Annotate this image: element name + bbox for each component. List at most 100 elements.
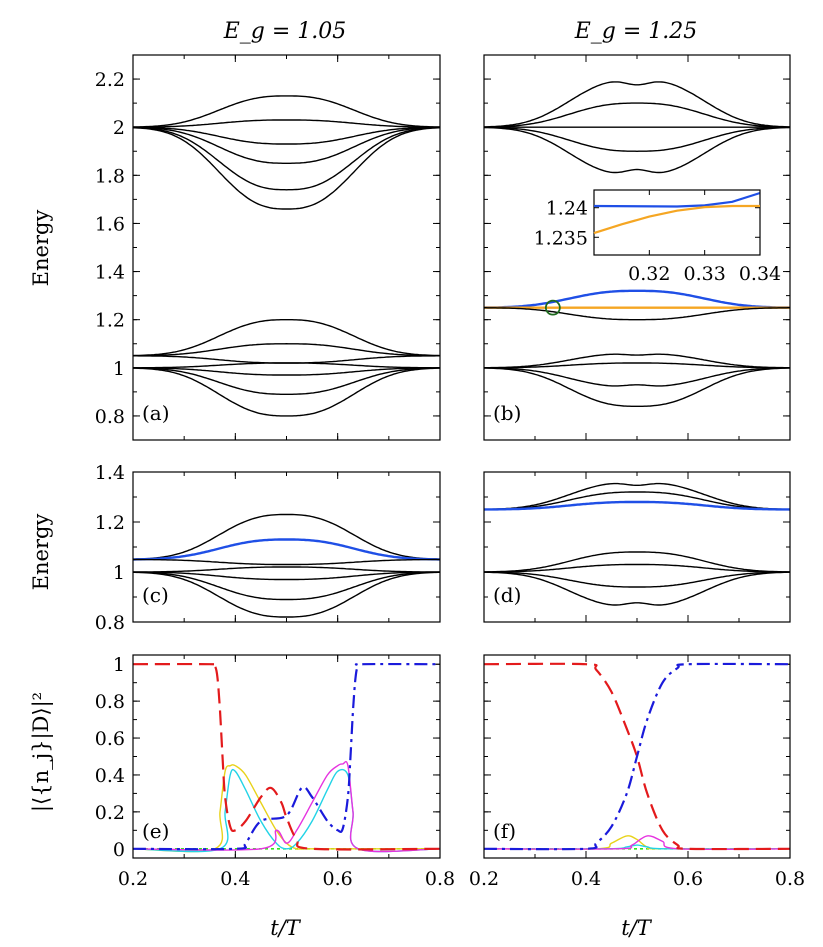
panel-a: 0.8 1 1.2 1.4 1.6 1.8 2 2.2 (a): [95, 54, 441, 441]
panel-label: (c): [142, 583, 169, 607]
series-navy: [133, 662, 440, 851]
panel-b: (b) 0.32 0.33 0.34 1.235 1.24: [483, 54, 791, 441]
ylabel-top: Energy: [29, 210, 53, 287]
energy-level-black: [133, 367, 440, 376]
series-group-d: [484, 482, 790, 606]
y-tick-label: 1: [113, 562, 125, 584]
x-tick-label: 0.6: [673, 868, 703, 890]
ylabel-middle: Energy: [29, 514, 53, 591]
ylabel-bottom: |⟨{n_j}|D⟩|²: [29, 692, 54, 812]
col-title-left: E_g = 1.05: [223, 19, 347, 44]
y-tick-label: 0.8: [95, 406, 125, 428]
energy-level-black: [484, 353, 790, 369]
y-tick-label: 2: [113, 117, 125, 139]
energy-level-black: [484, 551, 790, 573]
panel-label: (d): [493, 583, 521, 607]
panel-label: (f): [493, 819, 516, 843]
series-red: [133, 662, 440, 851]
series-group-e: [133, 662, 440, 853]
y-tick-label: 0.8: [95, 612, 125, 634]
panel-label: (e): [142, 819, 169, 843]
y-tick-label: 1: [113, 654, 125, 676]
energy-level-black: [484, 367, 790, 387]
panel-label: (a): [142, 401, 170, 425]
energy-level-blue: [484, 500, 790, 511]
y-tick-label: 0.6: [95, 728, 125, 750]
energy-level-black: [484, 482, 790, 510]
y-tick-label: 0.8: [95, 691, 125, 713]
series-group-a: [133, 95, 440, 417]
energy-level-black: [484, 102, 790, 128]
inset-series-orange: [593, 204, 760, 235]
series-group-c: [133, 513, 440, 618]
inset-frame: [593, 189, 761, 256]
panel-frame: [483, 54, 791, 441]
inset-y-tick-label: 1.235: [534, 227, 588, 249]
series-yellow: [133, 764, 440, 853]
series-magenta: [484, 835, 790, 851]
energy-level-black: [133, 355, 440, 364]
energy-level-black: [484, 571, 790, 588]
series-navy: [484, 662, 790, 851]
x-tick-label: 0.2: [469, 868, 499, 890]
y-tick-label: 1: [113, 358, 125, 380]
energy-level-black: [484, 81, 790, 128]
energy-level-black: [133, 126, 440, 191]
panel-c: 0.8 1 1.2 1.4 (c): [95, 462, 441, 634]
y-tick-label: 1.4: [95, 462, 125, 484]
panel-e: 0 0.2 0.4 0.6 0.8 1 0.2 0.4 0.6 0.8 (e): [95, 654, 455, 890]
x-tick-label: 0.2: [118, 868, 148, 890]
y-tick-label: 1.4: [95, 262, 125, 284]
energy-level-black: [133, 319, 440, 357]
panel-f: 0.2 0.4 0.6 0.8 (f): [469, 654, 805, 890]
col-title-right: E_g = 1.25: [574, 19, 698, 44]
energy-level-black: [133, 126, 440, 164]
x-tick-label: 0.8: [425, 868, 455, 890]
series-red: [484, 662, 790, 851]
inset-series-blue: [593, 191, 761, 208]
y-tick-label: 2.2: [95, 69, 125, 91]
energy-level-black: [484, 126, 790, 153]
y-tick-label: 0: [113, 839, 125, 861]
panel-frame: [132, 54, 441, 441]
panel-frame: [132, 471, 441, 623]
series-cyan: [133, 768, 440, 853]
energy-level-black: [484, 367, 790, 407]
energy-level-black: [484, 491, 790, 511]
energy-level-blue: [484, 289, 790, 309]
x-tick-label: 0.4: [220, 868, 250, 890]
y-tick-label: 1.2: [95, 512, 125, 534]
y-tick-label: 1.8: [95, 165, 125, 187]
energy-level-black: [484, 571, 790, 606]
xlabel-right: t/T: [621, 916, 653, 940]
energy-level-black: [133, 558, 440, 566]
energy-level-black: [133, 367, 440, 417]
energy-level-blue: [133, 538, 440, 561]
energy-level-black: [133, 126, 440, 145]
panel-label: (b): [493, 401, 521, 425]
inset-x-tick-label: 0.32: [628, 263, 670, 285]
energy-level-black: [484, 307, 790, 321]
y-tick-label: 1.6: [95, 213, 125, 235]
x-tick-label: 0.4: [571, 868, 601, 890]
inset-x-tick-label: 0.33: [684, 263, 726, 285]
y-tick-label: 0.2: [95, 802, 125, 824]
series-magenta: [133, 760, 440, 853]
energy-level-black: [484, 563, 790, 573]
energy-level-black: [484, 362, 790, 369]
energy-level-black: [133, 566, 440, 573]
panel-frame: [483, 654, 791, 859]
crossing-marker: [544, 299, 561, 316]
energy-level-black: [133, 342, 440, 357]
energy-level-black: [133, 571, 440, 618]
series-group-b: [484, 81, 790, 407]
energy-level-black: [133, 95, 440, 128]
energy-level-black: [133, 513, 440, 560]
x-tick-label: 0.6: [323, 868, 353, 890]
xlabel-left: t/T: [270, 916, 302, 940]
energy-level-black: [133, 571, 440, 581]
energy-level-black: [133, 571, 440, 601]
energy-level-black: [133, 127, 440, 210]
energy-level-black: [133, 362, 440, 369]
